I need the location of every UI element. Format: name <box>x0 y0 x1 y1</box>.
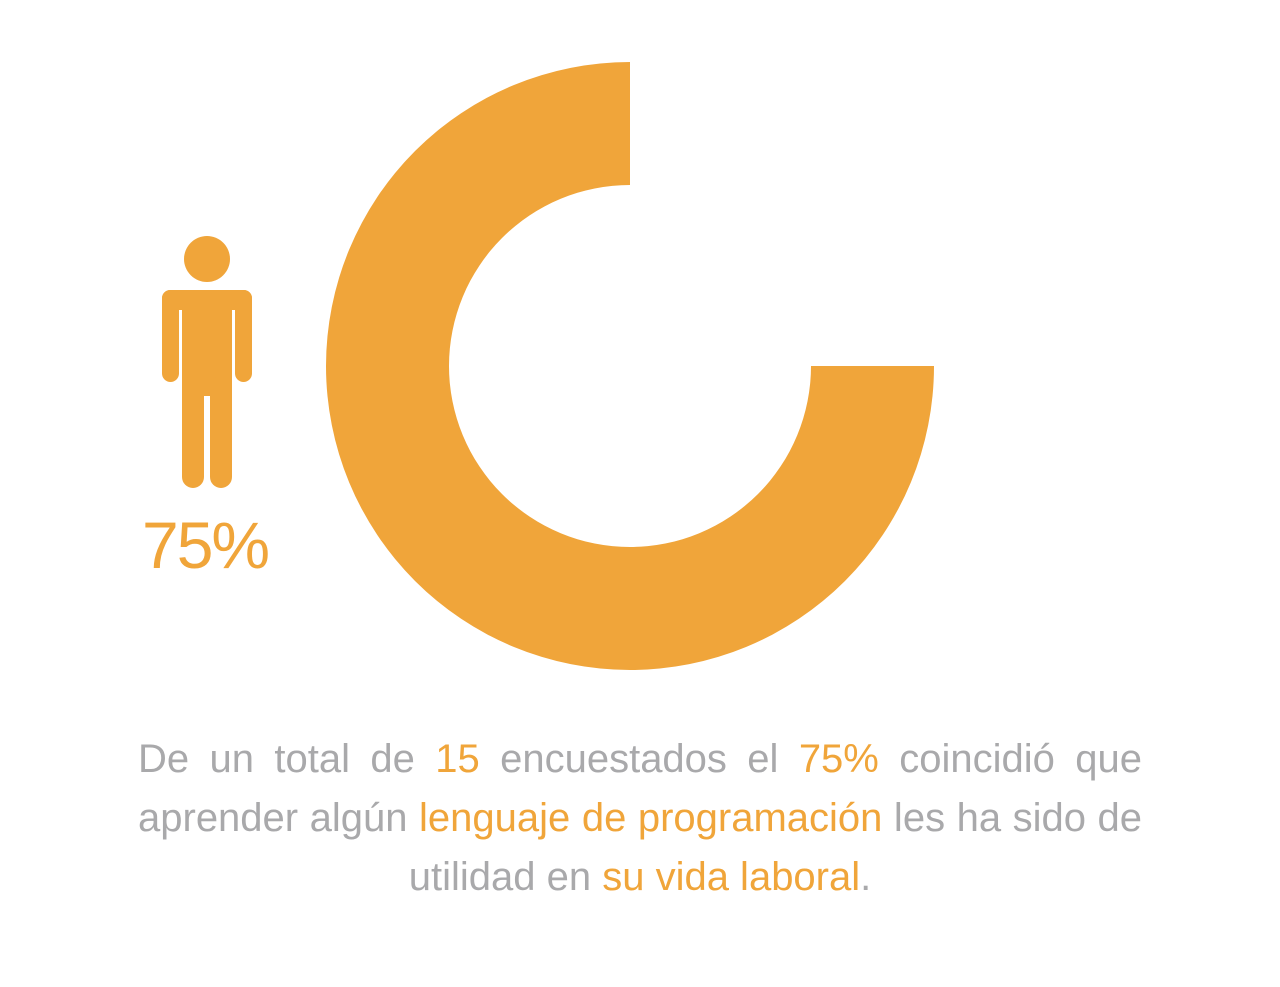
caption: De un total de 15 encuestados el 75% coi… <box>138 730 1142 907</box>
caption-highlight-percent: 75% <box>798 737 879 781</box>
caption-text-2: encuestados el <box>479 737 799 781</box>
caption-text-1: De un total de <box>138 737 436 781</box>
caption-text-5: . <box>860 855 872 899</box>
donut-slices <box>326 62 934 670</box>
caption-highlight-total: 15 <box>435 737 480 781</box>
donut-slice-1 <box>326 62 934 670</box>
percentage-label: 75% <box>142 508 270 582</box>
caption-text-4: les ha sido de utilidad en <box>408 796 1142 899</box>
caption-highlight-language: lenguaje de programación <box>419 796 883 840</box>
caption-text-3: coincidió que aprender algún <box>138 737 1143 840</box>
donut-slice-2 <box>630 62 934 366</box>
caption-highlight-work-life: su vida laboral <box>602 855 861 899</box>
person-icon <box>162 236 252 488</box>
